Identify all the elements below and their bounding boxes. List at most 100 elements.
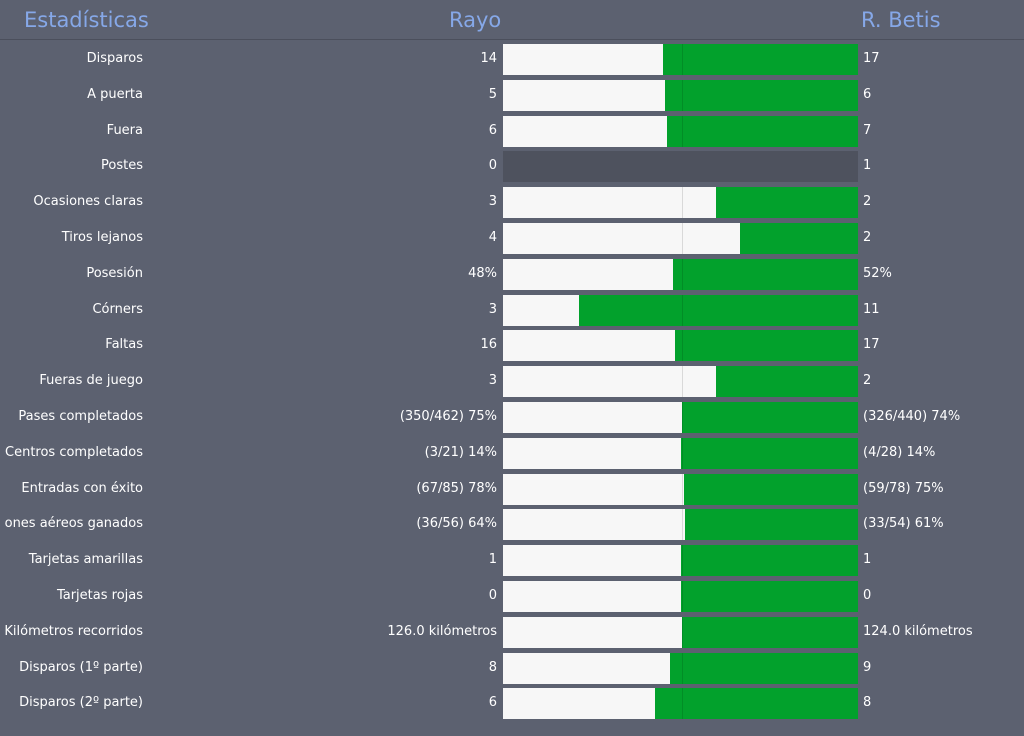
stat-row: Faltas 16 17: [0, 329, 1024, 365]
home-bar-fill: [503, 366, 716, 398]
bar-midline: [682, 187, 683, 219]
home-bar-fill: [503, 616, 682, 648]
home-bar-fill: [503, 115, 667, 147]
stat-row: A puerta 5 6: [0, 79, 1024, 115]
stat-row: Centros completados (3/21) 14% (4/28) 14%: [0, 437, 1024, 473]
home-bar-fill: [503, 222, 740, 254]
away-value: 0: [863, 587, 872, 603]
stat-label: Fueras de juego: [39, 373, 143, 389]
home-bar-fill: [503, 545, 681, 577]
away-value: 17: [863, 51, 880, 66]
stat-label: Fuera: [106, 122, 143, 138]
stat-label: Tiros lejanos: [61, 229, 143, 245]
bar-midline: [682, 401, 683, 433]
comparison-bar: [503, 616, 858, 648]
home-bar-fill: [503, 44, 663, 75]
comparison-bar: [503, 151, 858, 183]
stat-row: Disparos (2º parte) 6 8: [0, 687, 1024, 723]
away-value: 11: [863, 301, 880, 317]
away-value: 17: [863, 337, 880, 353]
stat-row: Postes 0 1: [0, 150, 1024, 186]
bar-midline: [682, 258, 683, 290]
home-value: 6: [488, 122, 497, 138]
stat-label: Tarjetas rojas: [56, 587, 143, 603]
home-value: 16: [480, 337, 497, 353]
home-value: 4: [488, 229, 497, 245]
comparison-bar: [503, 79, 858, 111]
stat-label: Pases completados: [18, 408, 143, 424]
away-value: 2: [863, 229, 872, 245]
away-value: (59/78) 75%: [863, 480, 944, 496]
home-value: 6: [488, 695, 497, 711]
bar-midline: [682, 366, 683, 398]
comparison-bar: [503, 115, 858, 147]
bar-midline: [682, 115, 683, 147]
stat-label: Disparos (2º parte): [19, 695, 143, 711]
comparison-bar: [503, 258, 858, 290]
stat-row: Tarjetas rojas 0 0: [0, 580, 1024, 616]
comparison-bar: [503, 580, 858, 612]
home-bar-fill: [503, 294, 579, 326]
stat-row: Kilómetros recorridos 126.0 kilómetros 124…: [0, 616, 1024, 652]
home-value: 8: [488, 659, 497, 675]
bar-midline: [682, 294, 683, 326]
home-value: 126.0 kilómetros: [387, 623, 497, 639]
home-bar-fill: [503, 437, 681, 469]
stat-row: Tiros lejanos 4 2: [0, 222, 1024, 258]
stat-row: Pases completados (350/462) 75% (326/440) …: [0, 401, 1024, 437]
home-bar-fill: [503, 652, 670, 684]
away-team-name[interactable]: R. Betis: [861, 8, 941, 32]
bar-midline: [682, 79, 683, 111]
stat-row: Disparos (1º parte) 8 9: [0, 652, 1024, 688]
home-value: 5: [488, 86, 497, 102]
away-value: 9: [863, 659, 872, 675]
stat-row: Córners 3 11: [0, 294, 1024, 330]
comparison-bar: [503, 509, 858, 541]
bar-midline: [682, 473, 683, 505]
home-team-name[interactable]: Rayo: [449, 8, 502, 32]
home-bar-fill: [503, 330, 675, 362]
away-value: (4/28) 14%: [863, 444, 936, 460]
stat-label: Córners: [92, 301, 143, 317]
away-value: 1: [863, 552, 872, 568]
away-value: 8: [863, 695, 872, 711]
home-value: (350/462) 75%: [399, 408, 497, 424]
home-value: 0: [488, 587, 497, 603]
stat-label: Faltas: [105, 337, 143, 353]
away-value: 52%: [863, 265, 892, 281]
bar-midline: [682, 222, 683, 254]
stats-table: Disparos 14 17 A puerta 5 6 Fuera 6 7 Postes 0 1 Oca…: [0, 43, 1024, 723]
stat-row: Posesión 48% 52%: [0, 258, 1024, 294]
stat-label: Ocasiones claras: [33, 194, 143, 210]
stat-row: Ocasiones claras 3 2: [0, 186, 1024, 222]
bar-midline: [682, 509, 683, 541]
stat-row: Disparos 14 17: [0, 43, 1024, 79]
stats-header: Estadísticas Rayo R. Betis: [0, 0, 1024, 40]
bar-midline: [682, 437, 683, 469]
comparison-bar: [503, 294, 858, 326]
away-value: (326/440) 74%: [863, 408, 961, 424]
comparison-bar: [503, 330, 858, 362]
stat-label: Entradas con éxito: [21, 480, 143, 496]
home-value: 1: [488, 552, 497, 568]
bar-midline: [682, 652, 683, 684]
home-value: (3/21) 14%: [424, 444, 497, 460]
home-bar-fill: [503, 79, 665, 111]
home-value: 3: [488, 194, 497, 210]
stat-label: A puerta: [87, 86, 143, 102]
comparison-bar: [503, 187, 858, 219]
home-bar-fill: [503, 473, 684, 505]
home-bar-fill: [503, 580, 681, 612]
comparison-bar: [503, 437, 858, 469]
stat-label: ones aéreos ganados: [4, 516, 143, 532]
away-value: 6: [863, 86, 872, 102]
home-bar-fill: [503, 258, 673, 290]
away-value: 7: [863, 122, 872, 138]
home-value: 3: [488, 301, 497, 317]
away-value: (33/54) 61%: [863, 516, 944, 532]
stat-label: Disparos (1º parte): [19, 659, 143, 675]
bar-midline: [682, 330, 683, 362]
bar-midline: [682, 688, 683, 720]
stat-label: Kilómetros recorridos: [4, 623, 143, 639]
comparison-bar: [503, 688, 858, 720]
